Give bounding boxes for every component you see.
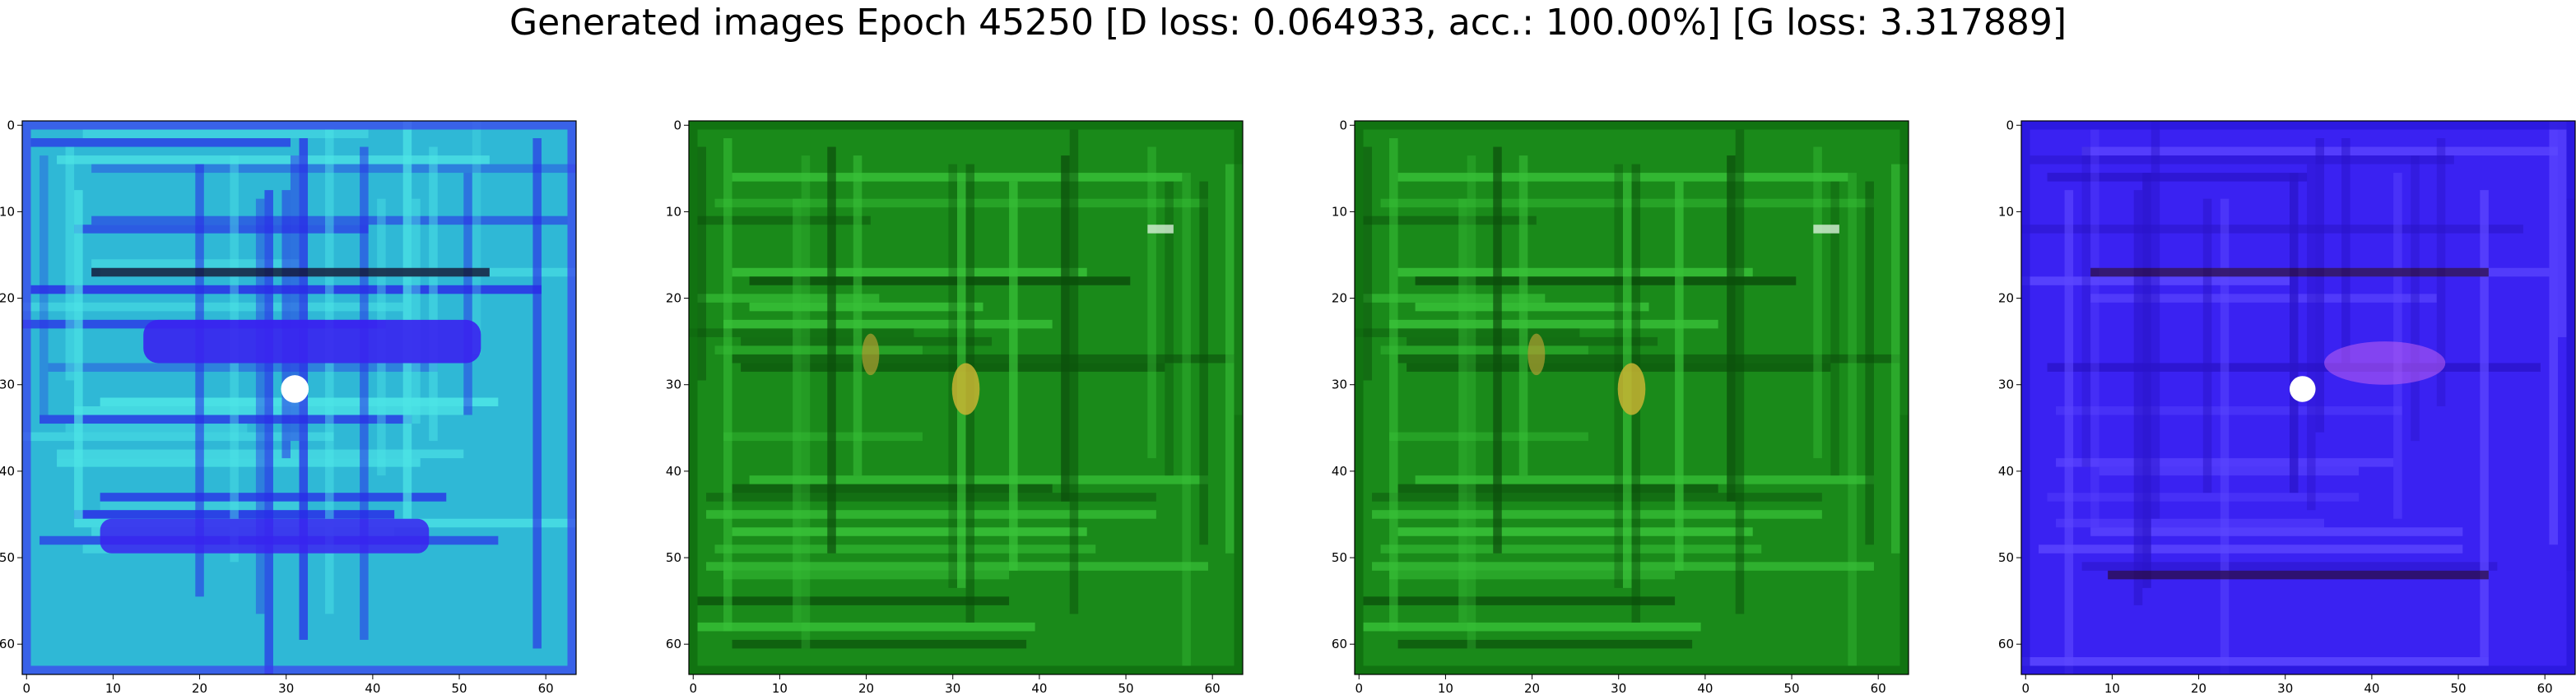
y-tick-label: 20 — [1998, 291, 2014, 306]
x-tick-label: 0 — [2021, 681, 2030, 695]
y-tick-label: 0 — [673, 118, 681, 132]
y-tick-label: 60 — [1998, 637, 2014, 651]
x-tick-label: 10 — [772, 681, 788, 695]
axes-frame — [688, 120, 1244, 675]
dark-line — [2108, 570, 2489, 580]
x-tick-label: 20 — [1524, 681, 1540, 695]
y-tick-label: 10 — [0, 204, 15, 219]
x-tick-label: 60 — [1871, 681, 1886, 695]
y-tick-label: 10 — [1998, 204, 2014, 219]
y-tick-label: 40 — [1332, 464, 1347, 479]
yellow-feature — [862, 333, 880, 376]
x-tick-label: 50 — [451, 681, 467, 695]
x-tick-label: 60 — [2537, 681, 2553, 695]
dark-line — [91, 267, 490, 277]
image-panel-1: 0 10 20 30 40 50 60 0 10 20 30 40 50 60 — [0, 118, 577, 695]
yellow-feature — [951, 363, 980, 415]
light-speck — [1813, 225, 1839, 234]
y-tick-label: 10 — [1332, 204, 1347, 219]
x-tick-label: 10 — [105, 681, 121, 695]
image-panel-2: 0 10 20 30 40 50 60 0 10 20 30 40 50 60 — [666, 118, 1244, 695]
image-panel-3: 0 10 20 30 40 50 60 0 10 20 30 40 50 60 — [1332, 118, 1909, 695]
x-tick-label: 20 — [858, 681, 874, 695]
y-tick-label: 30 — [1998, 378, 2014, 392]
x-tick-label: 50 — [1118, 681, 1133, 695]
x-tick-label: 0 — [22, 681, 30, 695]
x-tick-label: 50 — [1783, 681, 1799, 695]
y-tick-label: 0 — [2006, 118, 2014, 132]
y-tick-label: 60 — [666, 637, 681, 651]
yellow-feature — [1617, 363, 1646, 415]
x-tick-label: 40 — [2364, 681, 2379, 695]
image-edge — [689, 121, 1243, 674]
y-tick-label: 40 — [0, 464, 15, 479]
y-tick-label: 20 — [1332, 291, 1347, 306]
y-tick-label: 60 — [1332, 637, 1347, 651]
y-tick-label: 0 — [1339, 118, 1347, 132]
x-tick-label: 40 — [1697, 681, 1713, 695]
y-tick-label: 50 — [1998, 550, 2014, 565]
y-tick-label: 20 — [0, 291, 15, 306]
x-tick-label: 20 — [2191, 681, 2206, 695]
axes-frame — [2020, 120, 2576, 675]
x-tick-label: 40 — [365, 681, 380, 695]
dark-band — [143, 319, 481, 364]
x-tick-label: 30 — [1611, 681, 1626, 695]
dark-line — [2090, 267, 2489, 277]
axes-frame — [21, 120, 577, 675]
pink-haze — [2324, 341, 2446, 385]
image-texture — [689, 129, 1243, 666]
y-tick-label: 20 — [666, 291, 681, 306]
x-tick-label: 0 — [1355, 681, 1363, 695]
y-tick-label: 30 — [0, 378, 15, 392]
x-tick-label: 10 — [2104, 681, 2120, 695]
image-edge — [2021, 121, 2575, 674]
image-edge — [22, 121, 576, 674]
x-tick-label: 30 — [945, 681, 960, 695]
y-tick-label: 40 — [666, 464, 681, 479]
y-tick-label: 50 — [0, 550, 15, 565]
y-tick-label: 40 — [1998, 464, 2014, 479]
x-tick-label: 30 — [2277, 681, 2293, 695]
x-tick-label: 60 — [1205, 681, 1221, 695]
yellow-feature — [1527, 333, 1546, 376]
y-tick-label: 50 — [1332, 550, 1347, 565]
x-tick-label: 0 — [689, 681, 697, 695]
y-tick-label: 0 — [7, 118, 15, 132]
y-tick-label: 30 — [1332, 378, 1347, 392]
figure-title: Generated images Epoch 45250 [D loss: 0.… — [509, 2, 2067, 44]
x-tick-label: 50 — [2450, 681, 2466, 695]
y-tick-label: 30 — [666, 378, 681, 392]
image-edge — [1355, 121, 1909, 674]
bright-spot — [281, 375, 309, 403]
x-tick-label: 30 — [278, 681, 294, 695]
x-tick-label: 10 — [1438, 681, 1453, 695]
y-tick-label: 10 — [666, 204, 681, 219]
x-tick-label: 20 — [192, 681, 207, 695]
dark-band — [100, 518, 430, 554]
light-speck — [1147, 225, 1174, 234]
bright-spot — [2289, 376, 2316, 402]
x-tick-label: 40 — [1031, 681, 1047, 695]
axes-frame — [1354, 120, 1909, 675]
x-tick-label: 60 — [538, 681, 554, 695]
y-tick-label: 50 — [666, 550, 681, 565]
y-tick-label: 60 — [0, 637, 15, 651]
image-panel-4: 0 10 20 30 40 50 60 0 10 20 30 40 50 60 — [1998, 118, 2576, 695]
